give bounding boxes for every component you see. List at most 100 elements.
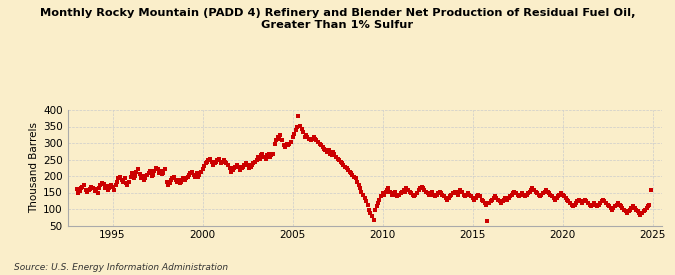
Point [290,128,301,133]
Point [83,188,94,192]
Point [443,196,454,200]
Point [279,145,290,149]
Point [320,148,331,152]
Point [196,169,207,174]
Point [580,197,591,202]
Point [306,136,317,141]
Point [489,194,500,199]
Point [464,192,475,197]
Point [620,209,631,213]
Point [311,138,322,142]
Point [491,196,502,200]
Point [510,191,521,195]
Point [157,172,167,177]
Point [402,188,413,192]
Point [537,191,548,195]
Point [532,191,543,195]
Point [520,194,531,199]
Point [435,191,446,195]
Point [281,141,292,146]
Point [206,160,217,164]
Point [386,192,397,197]
Point [252,155,263,159]
Point [314,141,325,146]
Point [479,201,490,205]
Point [136,175,146,180]
Point [175,181,186,185]
Point [331,155,342,159]
Point [499,197,510,202]
Point [632,209,643,213]
Point [421,189,431,194]
Point [88,186,99,190]
Point [194,173,205,177]
Point [488,196,499,200]
Point [134,172,145,177]
Point [137,174,148,178]
Point [100,185,111,190]
Point [299,135,310,139]
Point [578,199,589,204]
Point [543,191,554,195]
Point [452,192,463,197]
Point [111,179,122,184]
Point [71,187,82,191]
Point [401,186,412,190]
Point [197,167,208,172]
Point [319,146,329,151]
Point [146,174,157,178]
Point [410,192,421,197]
Point [643,204,653,208]
Point [572,199,583,204]
Point [257,151,268,156]
Point [397,189,408,194]
Point [354,186,365,190]
Point [494,199,505,204]
Point [327,150,338,154]
Point [638,209,649,213]
Point [185,170,196,175]
Point [132,167,143,171]
Point [414,186,425,190]
Point [170,178,181,182]
Point [219,160,230,164]
Point [250,160,261,164]
Point [591,204,602,208]
Point [256,153,267,157]
Point [613,201,624,205]
Point [389,189,400,194]
Point [560,196,571,200]
Point [446,192,457,197]
Point [235,168,246,172]
Point [628,204,639,208]
Point [343,168,354,172]
Point [635,212,646,217]
Point [215,161,226,166]
Point [467,196,478,200]
Point [556,191,566,195]
Point [313,140,323,144]
Point [293,113,304,118]
Point [630,207,641,212]
Point [350,176,361,180]
Point [164,181,175,185]
Point [605,206,616,210]
Point [614,202,625,207]
Point [461,192,472,197]
Point [236,166,247,170]
Point [73,191,84,195]
Point [518,192,529,197]
Point [353,183,364,187]
Point [468,197,479,202]
Point [230,164,241,169]
Point [213,156,224,161]
Point [224,166,235,170]
Point [522,191,533,195]
Point [581,199,592,204]
Point [154,170,165,175]
Point [323,148,334,152]
Point [272,135,283,139]
Point [239,163,250,167]
Point [278,143,289,147]
Point [455,188,466,192]
